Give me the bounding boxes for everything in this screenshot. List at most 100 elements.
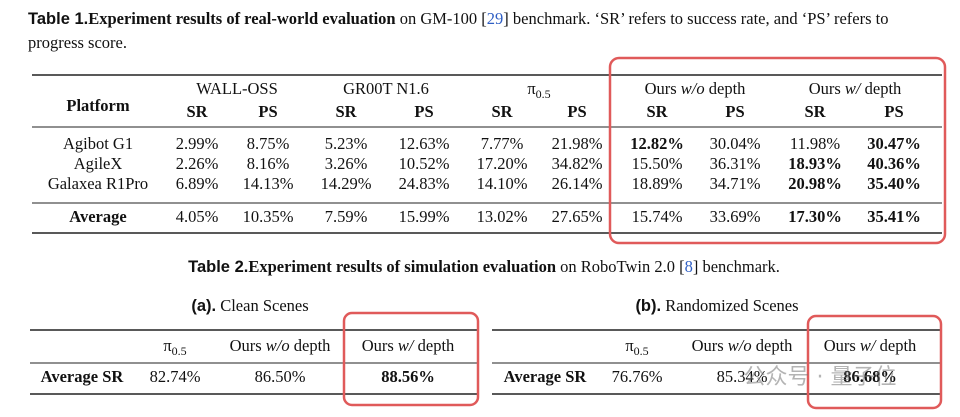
- metric: SR: [335, 102, 357, 121]
- subtable-title: (b). Randomized Scenes: [635, 296, 798, 316]
- cell: 35.40%: [867, 174, 921, 193]
- column-name: Ours: [230, 336, 266, 355]
- cell-value: 15.74%: [632, 207, 683, 226]
- group-header: π0.5: [527, 79, 550, 101]
- cell-value: 30.47%: [867, 134, 921, 153]
- cell-value: 35.40%: [867, 174, 921, 193]
- cell: 13.02%: [477, 207, 528, 226]
- metric: SR: [646, 102, 668, 121]
- column-header: π0.5: [163, 336, 186, 358]
- cell-value: 82.74%: [150, 367, 201, 386]
- cell-value: 34.71%: [710, 174, 761, 193]
- column-name-tail: depth: [414, 336, 456, 355]
- metric-header: SR: [186, 102, 208, 121]
- metric: PS: [725, 102, 744, 121]
- cell-value: 86.50%: [255, 367, 306, 386]
- metric-header: SR: [646, 102, 668, 121]
- cell-value: 2.26%: [176, 154, 219, 173]
- group-header: Ours w/o depth: [645, 79, 747, 98]
- cell-value: 15.50%: [632, 154, 683, 173]
- cell: 24.83%: [399, 174, 450, 193]
- cell: 15.50%: [632, 154, 683, 173]
- caption-text: on RoboTwin 2.0 [: [556, 257, 685, 276]
- caption-label: Table 1.: [28, 10, 88, 28]
- metric-header: PS: [258, 102, 277, 121]
- cell: 40.36%: [867, 154, 921, 173]
- caption-title: Experiment results of simulation evaluat…: [248, 257, 556, 276]
- cell-value: 40.36%: [867, 154, 921, 173]
- column-name: Ours: [362, 336, 398, 355]
- cell-value: 21.98%: [552, 134, 603, 153]
- subtable-name: Clean Scenes: [216, 296, 309, 315]
- cell-value: 10.35%: [243, 207, 294, 226]
- cell: 86.50%: [255, 367, 306, 386]
- cell-value: 76.76%: [612, 367, 663, 386]
- cell: 21.98%: [552, 134, 603, 153]
- cell: 34.82%: [552, 154, 603, 173]
- cell-value: 8.75%: [247, 134, 290, 153]
- cell-value: 17.30%: [788, 207, 842, 226]
- cell-value: 17.20%: [477, 154, 528, 173]
- column-header: Ours w/o depth: [230, 336, 332, 355]
- column-name: π: [625, 336, 634, 355]
- cell-value: 85.34%: [717, 367, 768, 386]
- group-header: Ours w/ depth: [809, 79, 902, 98]
- metric-header: SR: [804, 102, 826, 121]
- subtable-label: (b).: [635, 297, 661, 315]
- cell-value: 14.10%: [477, 174, 528, 193]
- citation: 29: [487, 9, 504, 28]
- subscript: 0.5: [536, 87, 551, 101]
- highlight-box: [342, 311, 480, 407]
- column-header: Ours w/ depth: [362, 336, 455, 355]
- cell: 86.68%: [843, 367, 897, 386]
- cell: 26.14%: [552, 174, 603, 193]
- cell: 2.26%: [176, 154, 219, 173]
- row-header: Platform: [66, 96, 129, 115]
- cell: 88.56%: [381, 367, 435, 386]
- cell-value: 27.65%: [552, 207, 603, 226]
- caption: Table 2.Experiment results of simulation…: [188, 257, 780, 277]
- caption-text: progress score.: [28, 33, 127, 52]
- row-label: Average SR: [504, 367, 588, 386]
- row-label: Average SR: [504, 367, 588, 386]
- cell: 7.59%: [325, 207, 368, 226]
- cell: 30.04%: [710, 134, 761, 153]
- cell-value: 3.26%: [325, 154, 368, 173]
- watermark-text: 公众号 · 量子位: [744, 365, 897, 390]
- subscript: 0.5: [634, 344, 649, 358]
- italic-part: w/o: [681, 79, 705, 98]
- column-header: Ours w/o depth: [692, 336, 794, 355]
- row-label: Average: [69, 207, 126, 226]
- cell: 14.29%: [321, 174, 372, 193]
- metric: SR: [491, 102, 513, 121]
- platform: Galaxea R1Pro: [48, 174, 148, 193]
- cell-value: 33.69%: [710, 207, 761, 226]
- cell-value: 24.83%: [399, 174, 450, 193]
- cell: 8.16%: [247, 154, 290, 173]
- cell: 12.63%: [399, 134, 450, 153]
- caption-text: on GM-100 [: [396, 9, 487, 28]
- cell: 82.74%: [150, 367, 201, 386]
- cell-value: 18.89%: [632, 174, 683, 193]
- cell: 76.76%: [612, 367, 663, 386]
- cell-value: 4.05%: [176, 207, 219, 226]
- row-label: Average SR: [41, 367, 125, 386]
- cell-value: 6.89%: [176, 174, 219, 193]
- cell: 18.89%: [632, 174, 683, 193]
- cell-value: 34.82%: [552, 154, 603, 173]
- subtable-label: (a).: [191, 297, 216, 315]
- metric-header: PS: [567, 102, 586, 121]
- italic-part: w/: [845, 79, 862, 98]
- cell-value: 26.14%: [552, 174, 603, 193]
- highlight-boxes: [342, 56, 947, 410]
- caption-text: ] benchmark. ‘SR’ refers to success rate…: [503, 9, 888, 28]
- group-header: WALL-OSS: [196, 79, 278, 98]
- cell: 17.20%: [477, 154, 528, 173]
- column-name: Ours: [692, 336, 728, 355]
- italic-part: w/o: [266, 336, 290, 355]
- cell-value: 88.56%: [381, 367, 435, 386]
- row-label: Average SR: [41, 367, 125, 386]
- metric-header: PS: [414, 102, 433, 121]
